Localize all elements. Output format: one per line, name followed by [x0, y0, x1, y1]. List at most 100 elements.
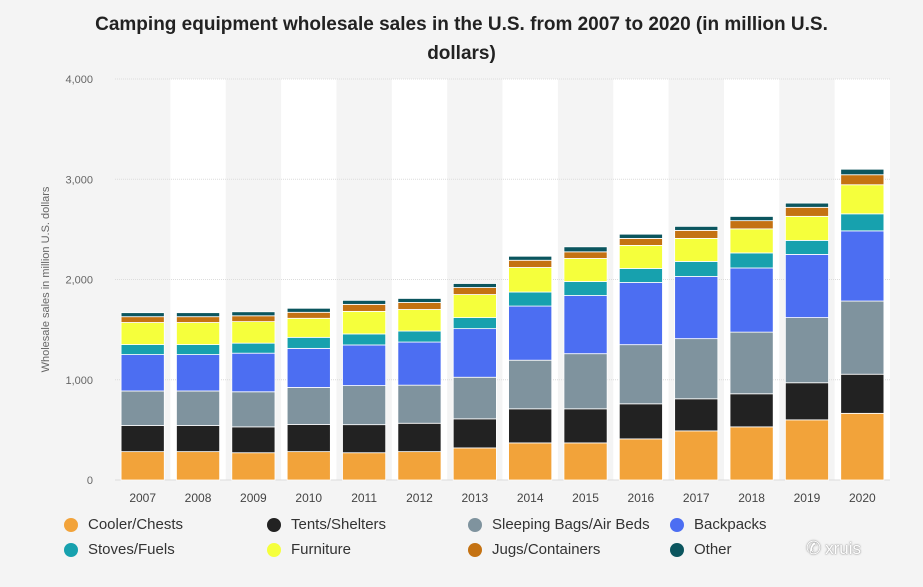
bar-segment: [176, 316, 221, 323]
bar-segment: [618, 344, 663, 405]
bar-segment: [840, 184, 885, 215]
legend-label: Sleeping Bags/Air Beds: [492, 516, 650, 533]
bar-segment: [452, 418, 497, 449]
bar-segment: [286, 424, 331, 453]
legend-swatch: [468, 542, 482, 557]
bar-segment: [729, 267, 774, 333]
x-tick-labels: 2007 2008 2009 2010 2011 2012 2013 2014 2015 2016…: [129, 491, 876, 505]
legend-item-backpacks[interactable]: Backpacks: [670, 516, 767, 533]
bar-segment: [563, 408, 608, 444]
bar-segment: [729, 228, 774, 254]
legend-swatch: [468, 517, 482, 532]
legend-item-stoves-fuels[interactable]: Stoves/Fuels: [64, 541, 175, 558]
bar-segment: [618, 233, 663, 239]
legend-swatch: [267, 542, 281, 557]
x-tick-label: 2020: [849, 491, 876, 505]
bar-segment: [397, 341, 442, 386]
legend-item-furniture[interactable]: Furniture: [267, 541, 351, 558]
bar-segment: [674, 398, 719, 432]
bar-segment: [563, 246, 608, 253]
bar-segment: [729, 220, 774, 230]
bar-segment: [729, 393, 774, 428]
bar-segment: [729, 252, 774, 269]
bar-segment: [286, 336, 331, 349]
x-tick-label: 2016: [628, 491, 655, 505]
bar-segment: [397, 298, 442, 303]
bar-segment: [452, 294, 497, 318]
bar-segment: [674, 229, 719, 239]
watermark-text: xruis: [825, 538, 861, 558]
y-tick-label: 4,000: [65, 74, 93, 86]
bar-segment: [176, 425, 221, 453]
x-tick-label: 2008: [185, 491, 212, 505]
bar-segment: [231, 452, 276, 481]
bar-segment: [231, 315, 276, 323]
x-tick-label: 2014: [517, 491, 544, 505]
bar-segment: [342, 333, 387, 346]
bar-segment: [618, 245, 663, 269]
legend-label: Stoves/Fuels: [88, 541, 175, 558]
bar-stack: [120, 312, 165, 481]
bar-stack: [231, 311, 276, 481]
x-tick-label: 2017: [683, 491, 710, 505]
bar-stack: [784, 202, 829, 481]
bar-stack: [176, 312, 221, 481]
bar-segment: [231, 426, 276, 454]
legend-item-cooler-chests[interactable]: Cooler/Chests: [64, 516, 183, 533]
legend-item-jugs-containers[interactable]: Jugs/Containers: [468, 541, 600, 558]
bar-segment: [840, 230, 885, 302]
bar-segment: [563, 281, 608, 296]
bar-stack: [674, 225, 719, 481]
bar-segment: [563, 251, 608, 259]
bar-segment: [563, 442, 608, 481]
bar-segment: [452, 317, 497, 330]
y-tick-labels: 0 1,000 2,000 3,000 4,000: [65, 74, 93, 487]
bar-segment: [176, 344, 221, 355]
bar-segment: [342, 310, 387, 335]
bar-segment: [286, 307, 331, 313]
bar-segment: [286, 451, 331, 481]
bar-segment: [452, 287, 497, 295]
bar-segment: [618, 438, 663, 481]
bar-segment: [563, 295, 608, 355]
bar-segment: [508, 259, 553, 268]
legend-label: Tents/Shelters: [291, 516, 387, 533]
x-tick-label: 2009: [240, 491, 267, 505]
bar-stack: [618, 233, 663, 481]
bar-segment: [342, 299, 387, 305]
bar-segment: [286, 311, 331, 319]
legend-item-other[interactable]: Other: [670, 541, 732, 558]
bar-segment: [840, 213, 885, 232]
bar-segment: [618, 282, 663, 346]
bar-segment: [508, 408, 553, 444]
legend-item-tents-shelters[interactable]: Tents/Shelters: [267, 516, 386, 533]
bar-segment: [452, 376, 497, 420]
y-tick-label: 0: [87, 475, 93, 487]
bar-segment: [784, 215, 829, 241]
bar-segment: [784, 206, 829, 217]
bar-segment: [729, 426, 774, 481]
bar-segment: [397, 451, 442, 481]
bar-segment: [286, 387, 331, 425]
bar-segment: [397, 384, 442, 424]
legend-label: Backpacks: [694, 516, 767, 533]
bar-segment: [397, 422, 442, 453]
bar-segment: [452, 283, 497, 288]
bar-stack: [508, 255, 553, 481]
bar-segment: [120, 316, 165, 323]
bar-segment: [176, 451, 221, 481]
x-tick-label: 2012: [406, 491, 433, 505]
bar-segment: [618, 268, 663, 283]
bar-segment: [508, 267, 553, 293]
legend-swatch: [64, 517, 78, 532]
x-tick-label: 2011: [351, 491, 377, 505]
wechat-icon: ✆: [806, 538, 822, 558]
bar-segment: [231, 342, 276, 354]
legend-label: Other: [694, 541, 732, 558]
bar-segment: [342, 344, 387, 386]
x-tick-label: 2015: [572, 491, 599, 505]
bar-segment: [176, 312, 221, 318]
y-tick-label: 1,000: [65, 375, 93, 387]
legend-item-sleeping-bags[interactable]: Sleeping Bags/Air Beds: [468, 516, 650, 533]
